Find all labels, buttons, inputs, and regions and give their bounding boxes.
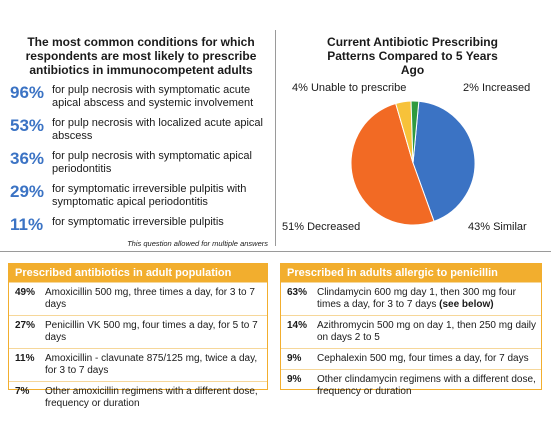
conditions-title: The most common conditions for which res… (25, 35, 257, 77)
regimen-text: Other clindamycin regimens with a differ… (317, 374, 536, 397)
allergy-box-header: Prescribed in adults allergic to penicil… (281, 264, 541, 282)
regimen-text: Penicillin VK 500 mg, four times a day, … (45, 320, 258, 343)
pie-label-similar: 43% Similar (468, 221, 527, 233)
condition-text: for pulp necrosis with symptomatic apica… (52, 150, 252, 175)
condition-text: for pulp necrosis with localized acute a… (52, 117, 263, 142)
pie-slice-decreased (350, 102, 435, 226)
regimen-row: 9% Cephalexin 500 mg, four times a day, … (281, 348, 541, 369)
pie-slice-increased (410, 100, 420, 164)
condition-row: 53% for pulp necrosis with localized acu… (10, 116, 272, 143)
regimen-text: Azithromycin 500 mg on day 1, then 250 m… (317, 320, 537, 343)
regimen-percent: 27% (15, 320, 36, 331)
condition-row: 96% for pulp necrosis with symptomatic a… (10, 83, 272, 110)
condition-row: 36% for pulp necrosis with symptomatic a… (10, 149, 272, 176)
vertical-divider (275, 30, 276, 246)
regimen-row: 11% Amoxicillin - clavunate 875/125 mg, … (9, 348, 267, 381)
regimen-text: Amoxicillin 500 mg, three times a day, f… (45, 287, 255, 310)
regimen-row: 14% Azithromycin 500 mg on day 1, then 2… (281, 315, 541, 348)
regimen-percent: 14% (287, 320, 308, 331)
condition-text: for pulp necrosis with symptomatic acute… (52, 84, 254, 109)
regimen-row: 63% Clindamycin 600 mg day 1, then 300 m… (281, 282, 541, 315)
pie-label-unable: 4% Unable to prescribe (292, 82, 407, 94)
regimen-percent: 49% (15, 287, 36, 298)
pie-label-increased: 2% Increased (463, 82, 531, 94)
condition-text: for symptomatic irreversible pulpitis (52, 216, 224, 228)
regimen-text: Other amoxicillin regimens with a differ… (45, 386, 258, 409)
regimen-text-wrap: Clindamycin 600 mg day 1, then 300 mg fo… (317, 287, 537, 311)
regimen-row: 49% Amoxicillin 500 mg, three times a da… (9, 282, 267, 315)
multiple-answers-note: This question allowed for multiple answe… (127, 239, 268, 248)
condition-percent: 29% (10, 182, 45, 201)
condition-percent: 36% (10, 149, 45, 168)
condition-percent: 96% (10, 83, 45, 102)
regimen-text: Amoxicillin - clavunate 875/125 mg, twic… (45, 353, 258, 376)
condition-percent: 53% (10, 116, 45, 135)
regimen-percent: 63% (287, 287, 308, 298)
see-below-note: (see below) (439, 299, 494, 310)
condition-percent: 11% (10, 215, 44, 234)
condition-row: 29% for symptomatic irreversible pulpiti… (10, 182, 272, 209)
horizontal-divider (0, 251, 551, 252)
condition-row: 11% for symptomatic irreversible pulpiti… (10, 215, 272, 235)
condition-text: for symptomatic irreversible pulpitis wi… (52, 183, 247, 208)
chart-title: Current Antibiotic Prescribing Patterns … (327, 35, 498, 77)
regimen-text: Cephalexin 500 mg, four times a day, for… (317, 353, 529, 364)
regimen-text: Clindamycin 600 mg day 1, then 300 mg fo… (317, 287, 516, 310)
conditions-panel: The most common conditions for which res… (10, 35, 272, 248)
pie-slice-similar (412, 100, 476, 222)
pie-label-decreased: 51% Decreased (282, 221, 361, 233)
pie-chart-panel: Current Antibiotic Prescribing Patterns … (280, 35, 545, 245)
adult-box-header: Prescribed antibiotics in adult populati… (9, 264, 267, 282)
pie-chart (350, 100, 476, 226)
adult-antibiotics-box: Prescribed antibiotics in adult populati… (8, 263, 268, 409)
regimen-percent: 11% (15, 353, 35, 364)
penicillin-allergy-box: Prescribed in adults allergic to penicil… (280, 263, 542, 397)
regimen-percent: 9% (287, 374, 302, 385)
regimen-row: 27% Penicillin VK 500 mg, four times a d… (9, 315, 267, 348)
regimen-percent: 9% (287, 353, 302, 364)
regimen-percent: 7% (15, 386, 30, 397)
regimen-row: 9% Other clindamycin regimens with a dif… (281, 369, 541, 402)
regimen-row: 7% Other amoxicillin regimens with a dif… (9, 381, 267, 414)
